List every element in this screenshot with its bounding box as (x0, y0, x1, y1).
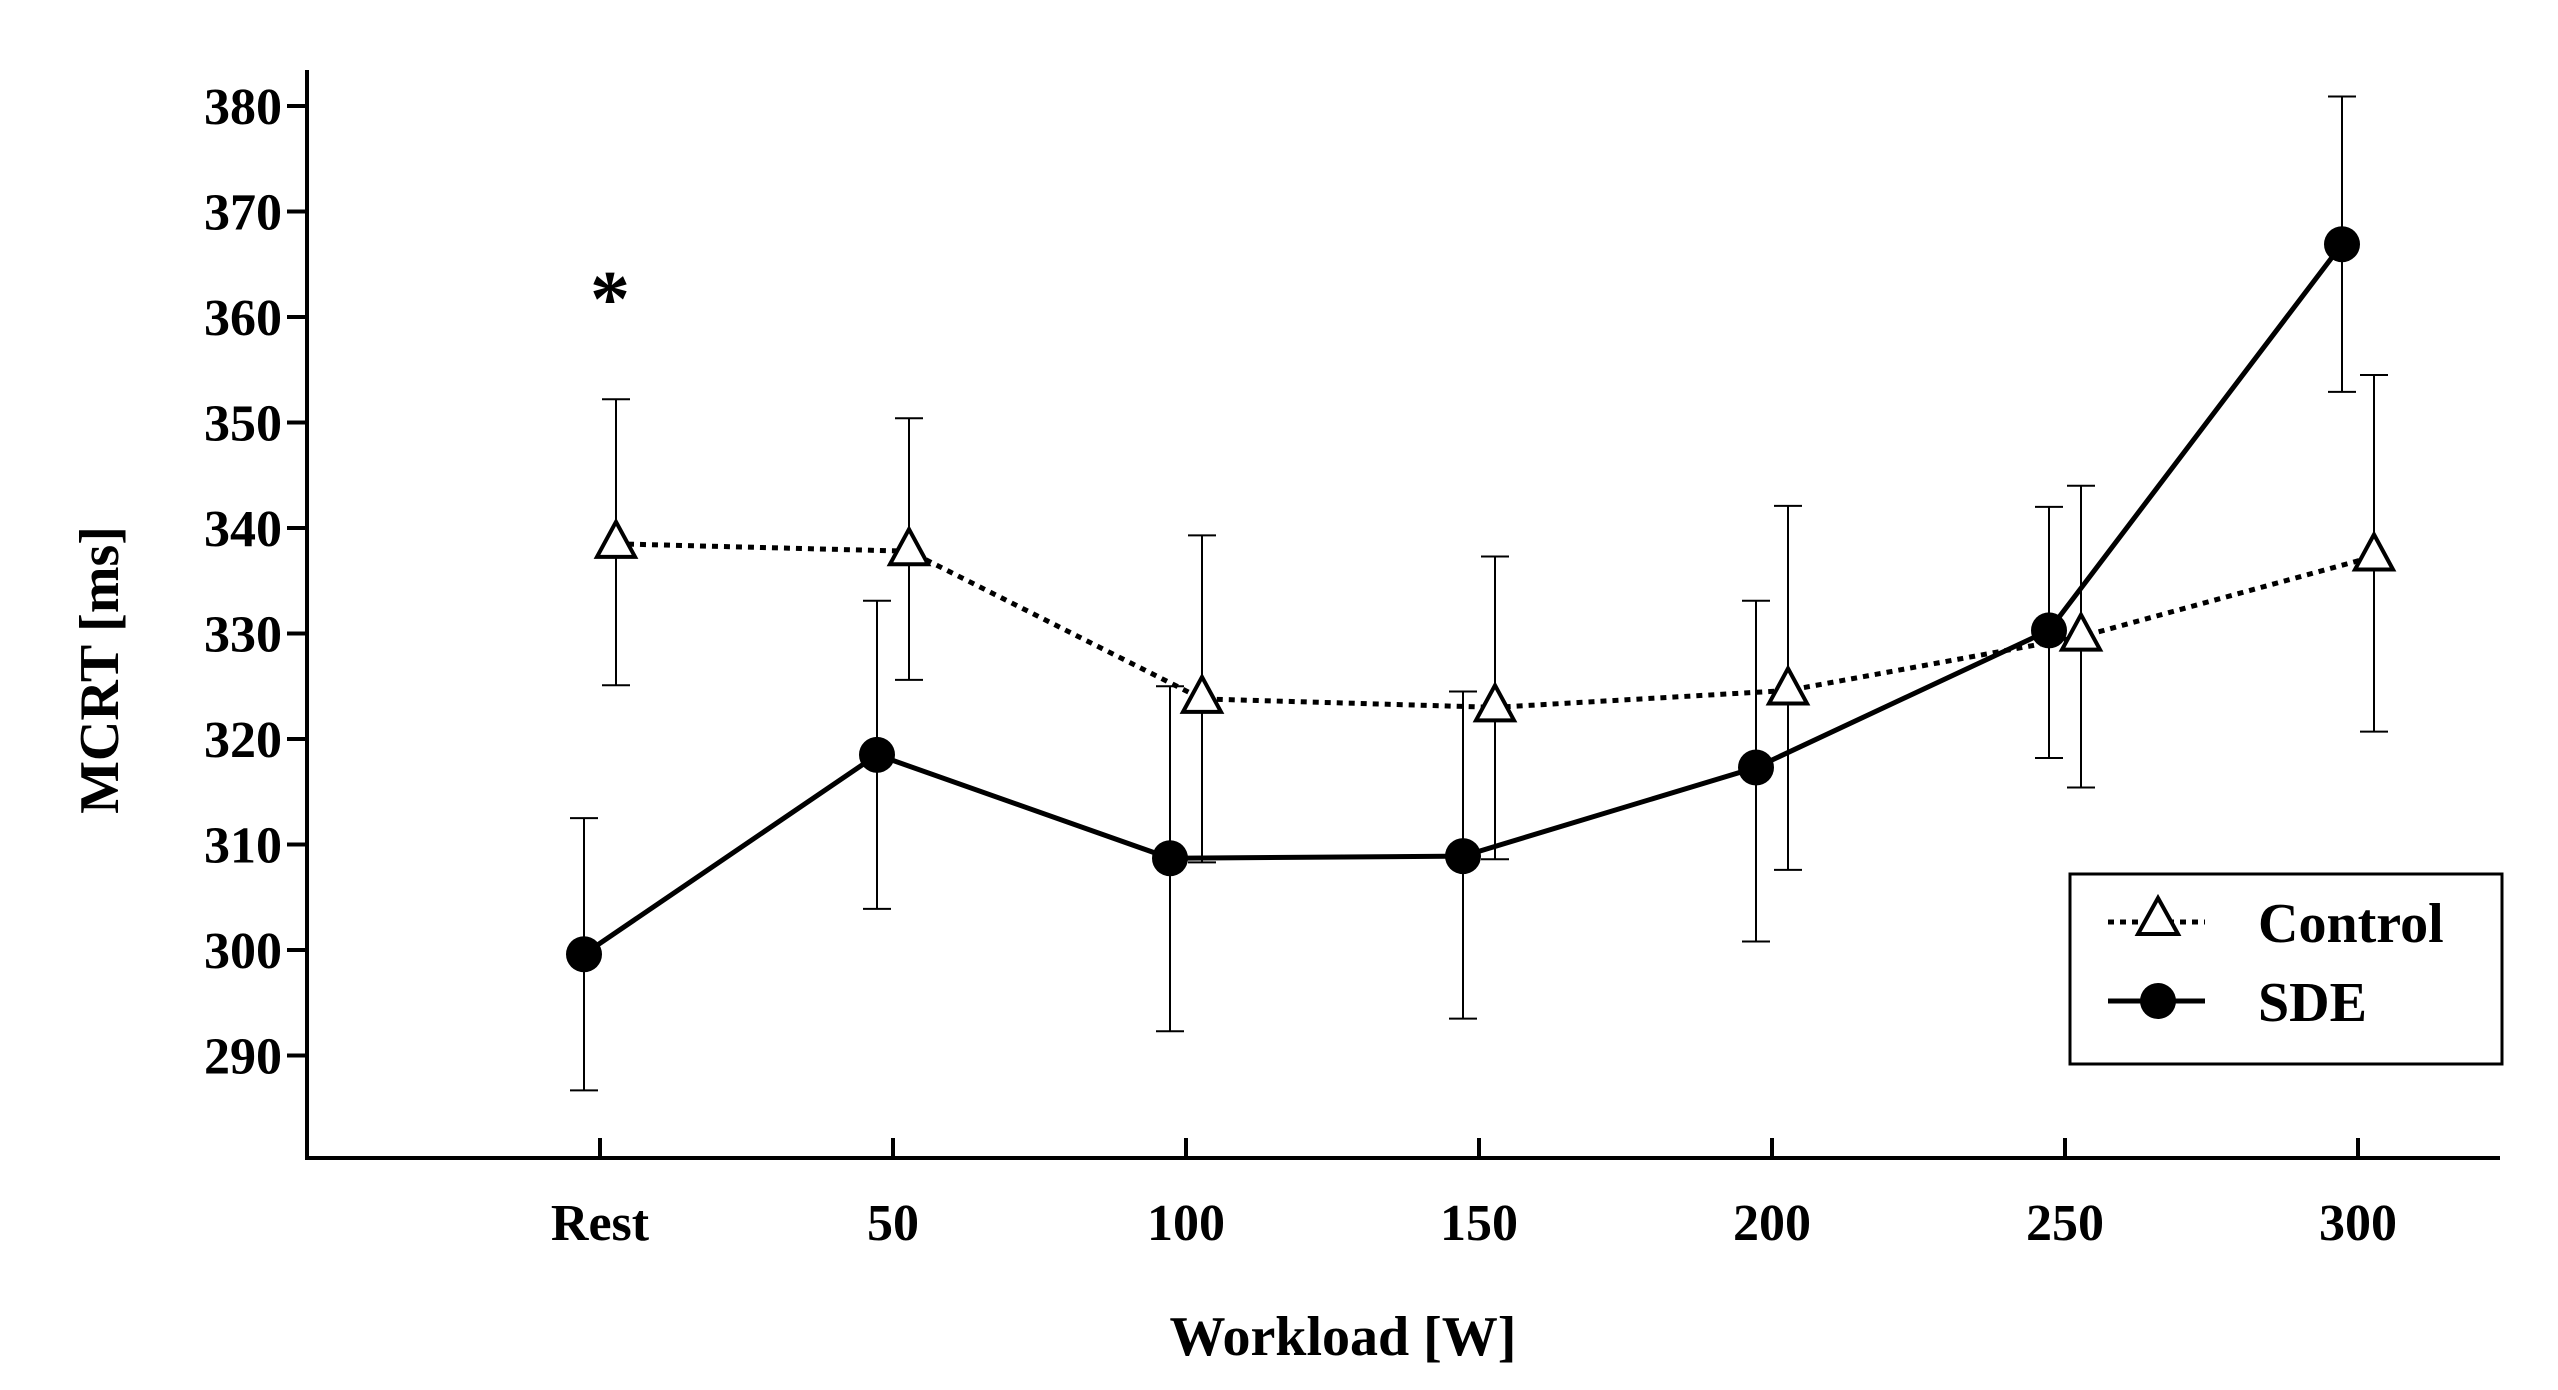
legend: Control SDE (2068, 872, 2504, 1066)
x-tick-label: Rest (551, 1195, 650, 1252)
data-point-control (2351, 530, 2397, 572)
data-point-control (1179, 672, 1225, 714)
y-tick-label: 320 (204, 712, 282, 769)
y-tick-label: 310 (204, 818, 282, 875)
x-tick-label: 50 (867, 1195, 919, 1252)
data-point-control (886, 525, 932, 567)
data-point-control (1765, 664, 1811, 706)
x-tick-label: 150 (1440, 1195, 1518, 1252)
series-group (566, 95, 2397, 1092)
y-tick-label: 350 (204, 396, 282, 453)
significance-asterisk: * (590, 256, 630, 344)
data-point-control (2058, 610, 2104, 652)
data-point-control (1472, 681, 1518, 723)
data-point-sde (566, 936, 602, 973)
data-point-sde (859, 736, 895, 773)
x-axis-title: Workload [W] (1170, 1306, 1517, 1368)
x-ticks-group: Rest 50 100 150 200 250 300 (551, 1138, 2397, 1252)
data-point-control (593, 517, 639, 559)
legend-control-marker (2134, 893, 2182, 936)
annotation-group: * (590, 256, 630, 344)
y-tick-label: 360 (204, 290, 282, 347)
y-ticks-group: 290 300 310 320 330 340 350 360 370 380 (204, 79, 307, 1086)
legend-sde-marker (2140, 983, 2176, 1019)
data-point-sde (1445, 838, 1481, 875)
legend-label-control: Control (2258, 893, 2444, 955)
y-tick-label: 330 (204, 607, 282, 664)
data-point-sde (1738, 749, 1774, 786)
data-point-sde (2324, 226, 2360, 263)
legend-label-sde: SDE (2258, 972, 2367, 1034)
data-point-sde (2031, 612, 2067, 649)
y-tick-label: 380 (204, 79, 282, 136)
x-tick-label: 250 (2026, 1195, 2104, 1252)
legend-box (2068, 872, 2504, 1066)
data-point-sde (1152, 840, 1188, 877)
y-tick-label: 300 (204, 923, 282, 980)
y-tick-label: 340 (204, 501, 282, 558)
x-tick-label: 200 (1733, 1195, 1811, 1252)
y-axis-title: MCRT [ms] (69, 526, 131, 814)
x-tick-label: 100 (1147, 1195, 1225, 1252)
x-tick-label: 300 (2319, 1195, 2397, 1252)
y-tick-label: 290 (204, 1029, 282, 1086)
y-tick-label: 370 (204, 185, 282, 242)
